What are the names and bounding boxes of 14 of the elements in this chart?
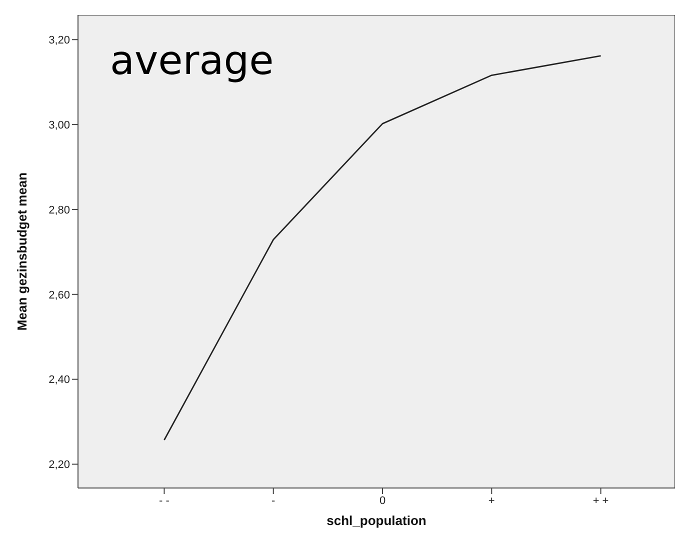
y-tick-label: 3,20 — [48, 34, 70, 47]
y-tick-label: 3,00 — [48, 119, 70, 132]
y-axis-title: Mean gezinsbudget mean — [14, 172, 30, 331]
y-tick-label: 2,20 — [48, 459, 70, 472]
annotation: average — [110, 38, 274, 84]
y-tick-label: 2,60 — [48, 289, 70, 302]
x-tick-label: + — [488, 494, 495, 507]
y-tick-label: 2,40 — [48, 374, 70, 386]
x-tick-label: + + — [592, 494, 609, 507]
y-tick-label: 2,80 — [48, 204, 70, 216]
x-tick-label: 0 — [379, 494, 386, 507]
x-tick-label: - - — [159, 494, 170, 507]
x-tick-label: - — [272, 494, 276, 507]
x-axis-title: schl_population — [326, 513, 426, 528]
